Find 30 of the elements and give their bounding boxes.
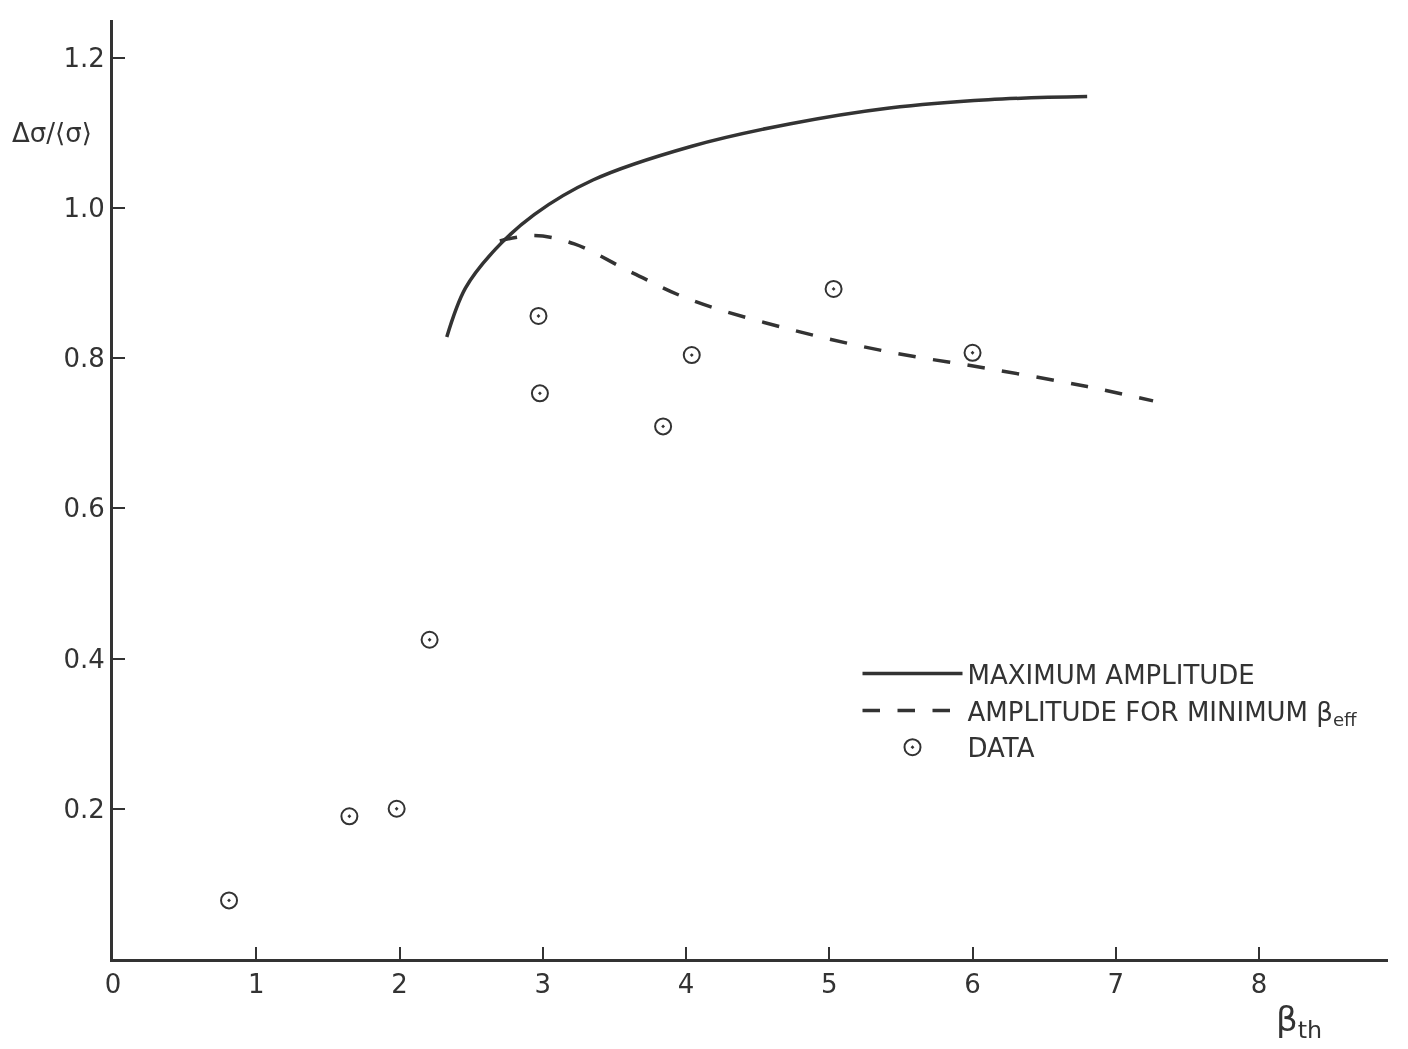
legend-label: DATA: [967, 733, 1035, 764]
x-axis-title: β$_{th}$: [1276, 999, 1323, 1045]
y-tick-label: 1.0: [63, 192, 105, 223]
x-tick-label: 3: [534, 969, 552, 1000]
point: [654, 417, 673, 436]
point: [420, 630, 439, 649]
y-tick-label: 0.8: [63, 343, 105, 374]
x-tick-label: 8: [1250, 969, 1268, 1000]
point: [529, 306, 548, 325]
y-tick-label: 1.2: [63, 42, 105, 73]
point: [963, 343, 982, 362]
point: [682, 346, 701, 365]
x-tick-label: 4: [677, 969, 695, 1000]
y-tick-label: 0.4: [63, 643, 105, 674]
y-tick-label: 0.6: [63, 493, 105, 524]
x-tick-label: 2: [391, 969, 408, 1000]
point: [387, 799, 406, 818]
point: [220, 891, 239, 910]
x-tick-label: 5: [821, 969, 838, 1000]
legend-label: MAXIMUM AMPLITUDE: [967, 659, 1255, 690]
point: [824, 279, 843, 298]
legend-label: AMPLITUDE FOR MINIMUM β$_{eff}$: [967, 696, 1358, 730]
x-tick-label: 7: [1107, 969, 1125, 1000]
x-tick-label: 0: [104, 969, 122, 1000]
point: [530, 384, 549, 403]
x-tick-label: 1: [247, 969, 265, 1000]
y-tick-label: 0.2: [63, 793, 105, 824]
x-tick-label: 6: [964, 969, 981, 1000]
y-axis-title: Δσ/⟨σ⟩: [12, 118, 92, 148]
point: [340, 807, 359, 826]
